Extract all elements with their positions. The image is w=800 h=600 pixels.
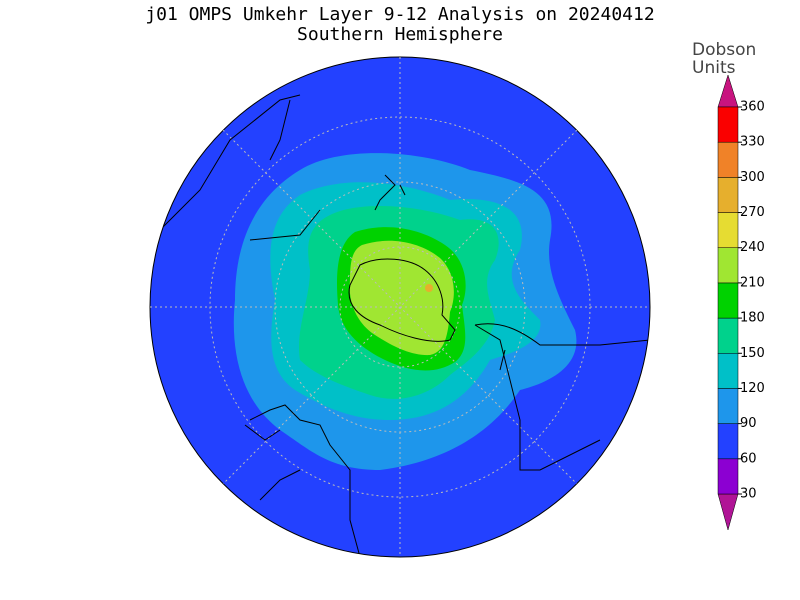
colorbar-tick-label: 60 bbox=[740, 451, 757, 466]
colorbar-band bbox=[717, 353, 739, 389]
colorbar-tick-label: 180 bbox=[740, 311, 765, 326]
colorbar-band bbox=[717, 106, 739, 143]
colorbar-tick-label: 210 bbox=[740, 275, 765, 290]
colorbar-band bbox=[717, 317, 739, 354]
colorbar-tick-label: 240 bbox=[740, 240, 765, 255]
colorbar-band bbox=[717, 247, 739, 284]
colorbar: Dobson Units 30 60 90 120 150 180 210 240 270 300… bbox=[692, 40, 765, 531]
contour-270 bbox=[425, 284, 433, 292]
units-label: Dobson bbox=[692, 40, 756, 60]
colorbar-band bbox=[717, 388, 739, 424]
colorbar-band bbox=[717, 423, 739, 460]
colorbar-band bbox=[717, 141, 739, 178]
colorbar-tick-label: 120 bbox=[740, 381, 765, 396]
colorbar-band bbox=[717, 177, 739, 213]
colorbar-tick-label: 360 bbox=[740, 100, 765, 115]
colorbar-tick-label: 300 bbox=[740, 170, 765, 185]
colorbar-over bbox=[717, 74, 739, 108]
subtitle: Southern Hemisphere bbox=[297, 24, 503, 45]
coastlines bbox=[150, 94, 650, 557]
colorbar-tick-label: 150 bbox=[740, 346, 765, 361]
colorbar-band bbox=[717, 282, 739, 319]
graticule bbox=[150, 57, 650, 557]
colorbar-under bbox=[717, 493, 739, 531]
map bbox=[149, 56, 651, 558]
colorbar-tick-label: 90 bbox=[740, 416, 757, 431]
title: j01 OMPS Umkehr Layer 9-12 Analysis on 2… bbox=[145, 4, 654, 25]
colorbar-tick-label: 330 bbox=[740, 135, 765, 150]
colorbar-tick-label: 30 bbox=[740, 487, 757, 502]
colorbar-band bbox=[717, 458, 739, 495]
contour-210 bbox=[349, 240, 454, 356]
colorbar-band bbox=[717, 212, 739, 248]
colorbar-tick-label: 270 bbox=[740, 205, 765, 220]
units-label: Units bbox=[692, 58, 736, 78]
